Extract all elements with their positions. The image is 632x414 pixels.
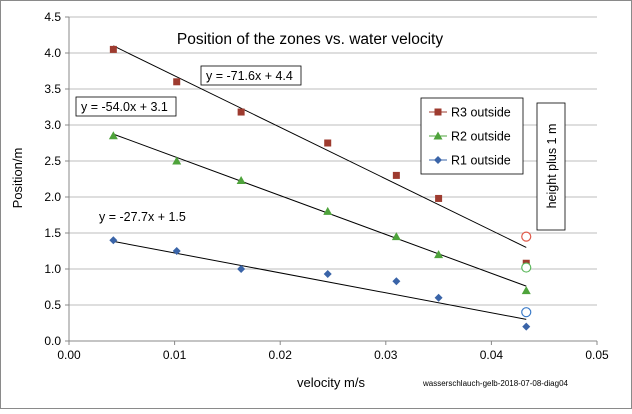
y-tick-label: 2.0 [44,190,61,204]
data-point-r1 [172,247,181,255]
y-tick-label: 0.5 [44,298,61,312]
axes [65,16,598,345]
y-tick-label: 3.5 [44,82,61,96]
y-tick-label: 2.5 [44,154,61,168]
data-point-r2 [521,286,531,295]
data-point-r2 [323,206,333,215]
trendline-r1 [113,240,527,320]
y-tick-label: 4.0 [44,46,61,60]
data-point-r1 [323,270,332,279]
data-point-r2 [236,175,246,184]
data-point-r2 [172,156,182,165]
data-point-r2 [391,232,401,241]
data-point-r3 [435,194,443,202]
legend-label-r2: R2 outside [451,130,511,144]
equation-box-r2: y = -54.0x + 3.1 [75,96,177,117]
data-point-r3 [237,108,245,116]
x-tick-label: 0.03 [374,348,398,362]
footer-text: wasserschlauch-gelb-2018-07-08-diag04 [422,379,569,388]
y-tick-label: 0.0 [44,334,61,348]
x-tick-label: 0.00 [57,348,81,362]
x-tick-label: 0.05 [585,348,609,362]
x-tick-label: 0.01 [163,348,187,362]
data-point-r3 [173,78,181,86]
data-point-r1 [434,293,443,302]
labels: 0.0 0.5 1.0 1.5 2.0 2.5 3.0 3.5 4.0 4.5 0.00 0.01 0.… [44,10,609,362]
equation-r3: y = -71.6x + 4.4 [206,69,293,83]
equation-r2: y = -54.0x + 3.1 [81,100,168,114]
data-point-r1 [522,322,531,331]
data-points [108,45,532,331]
data-point-r3 [109,45,117,53]
trendlines [113,45,527,320]
chart-title: Position of the zones vs. water velocity [177,31,443,48]
equation-r1: y = -27.7x + 1.5 [99,210,186,224]
legend-label-r3: R3 outside [451,106,511,120]
data-point-r1 [237,265,246,273]
x-tick-label: 0.04 [480,348,504,362]
trendline-r3 [113,45,527,248]
open-circle-point [521,231,532,242]
y-tick-label: 3.0 [44,118,61,132]
y-axis-title: Position/m [10,148,25,209]
annotation-box: height plus 1 m [536,102,566,231]
y-tick-label: 1.5 [44,226,61,240]
trendline-r2 [113,133,527,287]
y-tick-label: 4.5 [44,10,61,24]
x-axis-title: velocity m/s [297,375,365,390]
open-circle-point [521,307,532,318]
data-point-r2 [434,250,444,259]
legend-marker-r1 [434,156,442,164]
data-point-r2 [108,131,118,140]
legend-label-r1: R1 outside [451,154,511,168]
annotation-text: height plus 1 m [545,124,559,209]
legend: R3 outside R2 outside R1 outside [420,97,524,175]
data-point-r3 [324,139,332,147]
open-circle-point [521,262,532,273]
y-tick-label: 1.0 [44,262,61,276]
legend-marker-r2 [433,131,443,140]
data-point-r1 [109,236,118,245]
x-tick-label: 0.02 [269,348,293,362]
legend-marker-r3 [434,108,442,116]
data-point-r1 [392,277,401,286]
equation-box-r1: y = -27.7x + 1.5 [99,210,186,224]
data-point-r3 [392,171,400,179]
equation-box-r3: y = -71.6x + 4.4 [200,65,302,86]
